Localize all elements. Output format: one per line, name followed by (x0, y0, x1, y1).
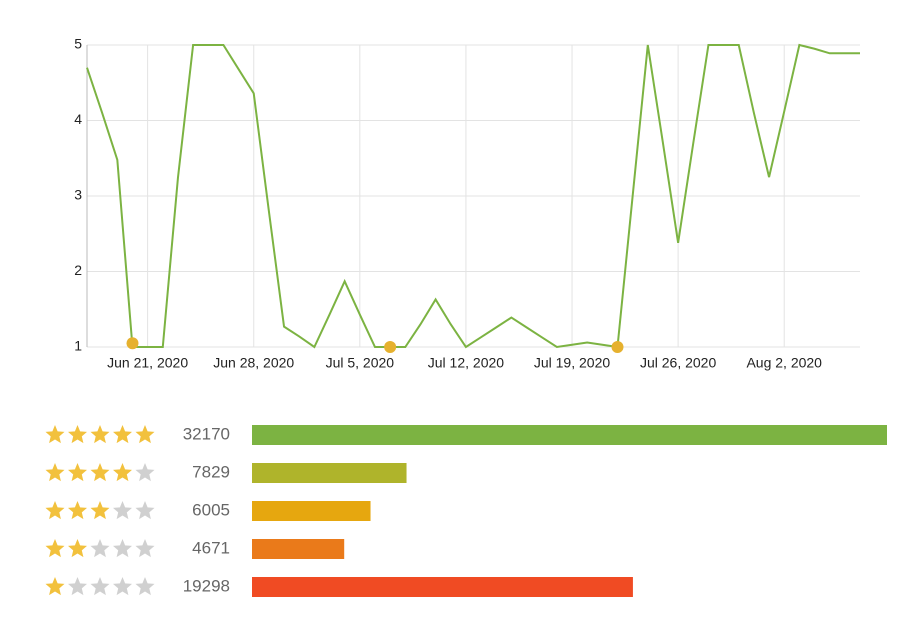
star (135, 463, 155, 482)
star (113, 577, 132, 596)
y-tick-label: 5 (74, 36, 82, 52)
star (113, 463, 132, 482)
event-marker (384, 341, 397, 353)
star (45, 425, 65, 444)
rating-bar (252, 501, 371, 521)
x-tick-label: Jun 21, 2020 (107, 355, 188, 371)
star (68, 539, 87, 558)
event-marker (126, 337, 139, 350)
star (113, 501, 132, 520)
rating-bar (252, 577, 633, 597)
star (90, 539, 110, 558)
star (68, 577, 87, 596)
rating-bar (252, 425, 887, 445)
star (45, 463, 65, 482)
star (68, 463, 87, 482)
y-tick-label: 1 (74, 338, 82, 354)
y-tick-label: 4 (74, 111, 82, 127)
x-tick-label: Jul 12, 2020 (428, 355, 504, 371)
star (135, 539, 155, 558)
star (45, 501, 65, 520)
event-marker (611, 341, 624, 353)
rating-count: 32170 (183, 424, 230, 443)
rating-bar (252, 463, 407, 483)
rating-count: 19298 (183, 576, 230, 595)
star (68, 425, 87, 444)
star (135, 501, 155, 520)
y-tick-label: 2 (74, 262, 82, 278)
x-tick-label: Aug 2, 2020 (746, 355, 822, 371)
x-tick-label: Jul 5, 2020 (326, 355, 395, 371)
star (68, 501, 87, 520)
star (135, 577, 155, 596)
x-tick-label: Jul 26, 2020 (640, 355, 716, 371)
star (90, 501, 110, 520)
x-tick-label: Jun 28, 2020 (213, 355, 294, 371)
line-series (86, 43, 860, 349)
rating-bar (252, 539, 345, 559)
star (113, 425, 132, 444)
x-tick-label: Jul 19, 2020 (534, 355, 610, 371)
rating-count: 6005 (192, 500, 230, 519)
star (135, 425, 155, 444)
y-tick-label: 3 (74, 187, 82, 203)
rating-count: 4671 (192, 538, 230, 557)
star (45, 539, 65, 558)
star (45, 577, 65, 596)
star (90, 463, 110, 482)
star (90, 425, 110, 444)
star (90, 577, 110, 596)
rating-count: 7829 (192, 462, 230, 481)
star (113, 539, 132, 558)
